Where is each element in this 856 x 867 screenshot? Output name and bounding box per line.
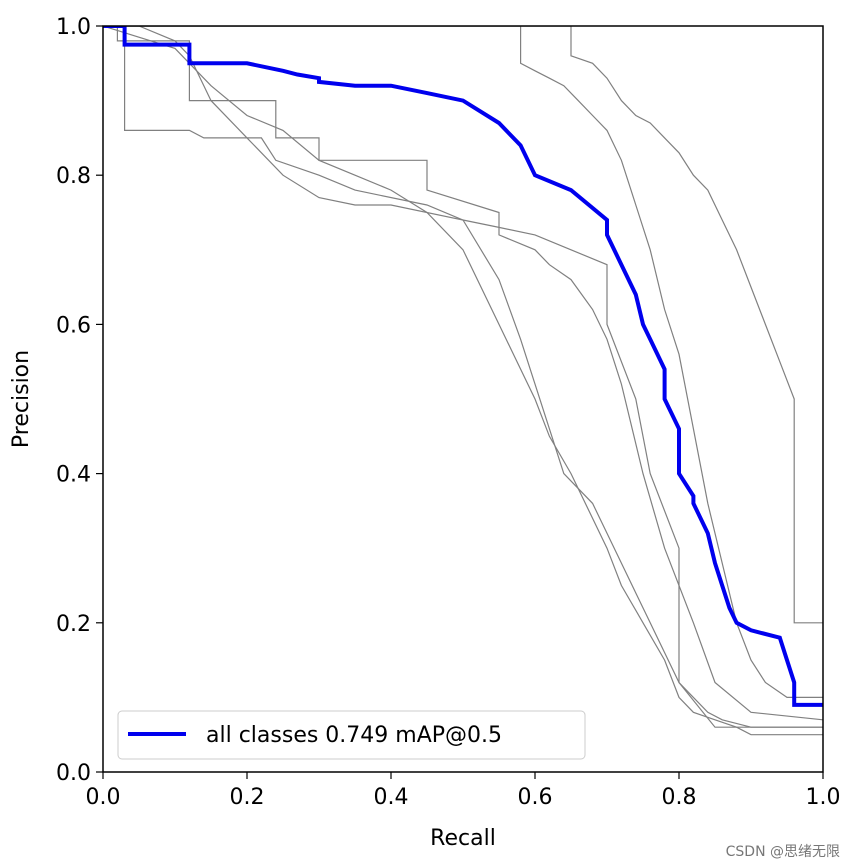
plot-frame: [102, 25, 824, 773]
series-line-class-2: [103, 26, 823, 728]
y-tick-label: 0.0: [56, 761, 91, 786]
series-line-class-5: [103, 26, 823, 699]
series-line-class-4: [103, 26, 823, 736]
x-tick-label: 0.0: [86, 785, 121, 810]
y-tick-label: 0.4: [56, 463, 91, 488]
series-line-class-3: [103, 26, 823, 728]
legend-label: all classes 0.749 mAP@0.5: [206, 723, 502, 748]
x-tick-label: 1.0: [806, 785, 841, 810]
x-tick-label: 0.8: [662, 785, 697, 810]
series-line-all-classes: [103, 26, 823, 707]
curves-group: [103, 26, 823, 736]
series-line-class-6: [103, 26, 823, 624]
y-tick-label: 0.8: [56, 164, 91, 189]
y-tick-label: 1.0: [56, 15, 91, 40]
y-tick-label: 0.2: [56, 612, 91, 637]
legend-box: [117, 710, 586, 760]
watermark-text: CSDN @思绪无限: [726, 844, 840, 860]
x-axis: 0.0 0.2 0.4 0.6 0.8 1.0: [86, 772, 841, 810]
y-axis: 0.0 0.2 0.4 0.6 0.8 1.0: [56, 15, 103, 786]
series-line-class-1: [103, 26, 823, 721]
x-tick-label: 0.2: [230, 785, 265, 810]
legend: all classes 0.749 mAP@0.5: [117, 710, 586, 760]
y-tick-label: 0.6: [56, 313, 91, 338]
x-tick-label: 0.4: [374, 785, 409, 810]
x-tick-label: 0.6: [518, 785, 553, 810]
x-axis-label: Recall: [430, 826, 496, 851]
y-axis-label: Precision: [9, 350, 34, 448]
